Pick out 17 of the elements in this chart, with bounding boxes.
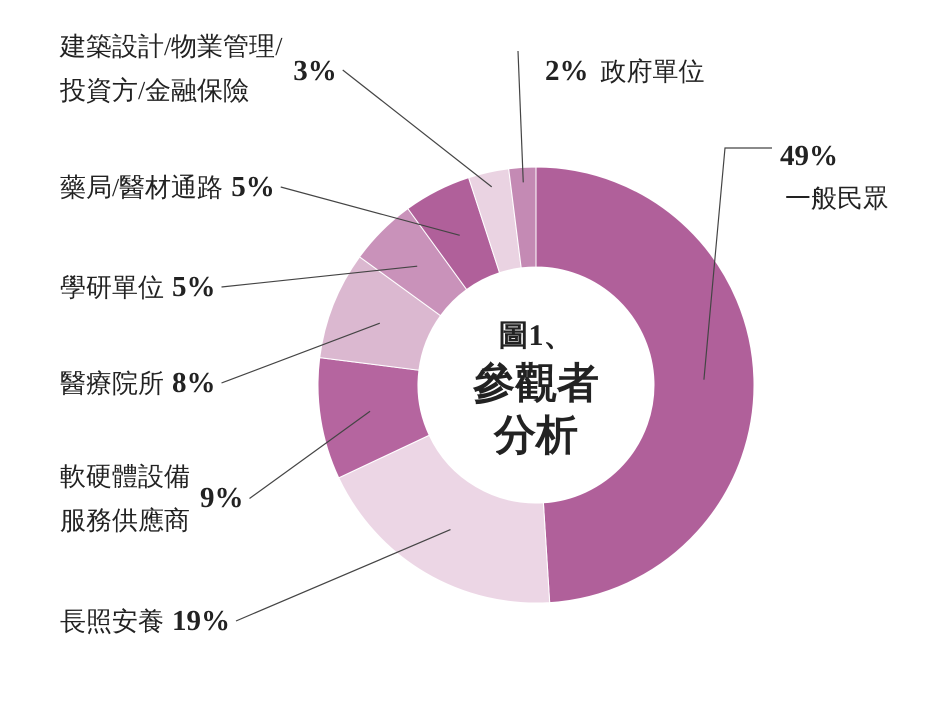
slice-label: 政府單位	[600, 57, 704, 86]
data-label: 49%	[780, 140, 838, 172]
slice-label: 長照安養	[60, 607, 164, 636]
data-label: 9%	[200, 482, 244, 514]
subtitle: 參觀者分析	[473, 361, 599, 459]
data-label: 19%	[172, 605, 230, 637]
data-label: 8%	[172, 367, 216, 399]
data-label: 5%	[172, 271, 216, 303]
slice-label: 醫療院所	[60, 369, 164, 398]
slice-label: 學研單位	[60, 273, 164, 302]
slice-label: 藥局/醫材通路	[60, 173, 224, 202]
title: 圖1、	[498, 319, 574, 352]
slice-label: 建築設計/物業管理/投資方/金融保險	[59, 32, 284, 105]
slice-label: 一般民眾	[785, 184, 889, 213]
data-label: 2%	[545, 55, 588, 87]
data-label: 5%	[231, 171, 275, 203]
data-label: 3%	[293, 55, 337, 87]
